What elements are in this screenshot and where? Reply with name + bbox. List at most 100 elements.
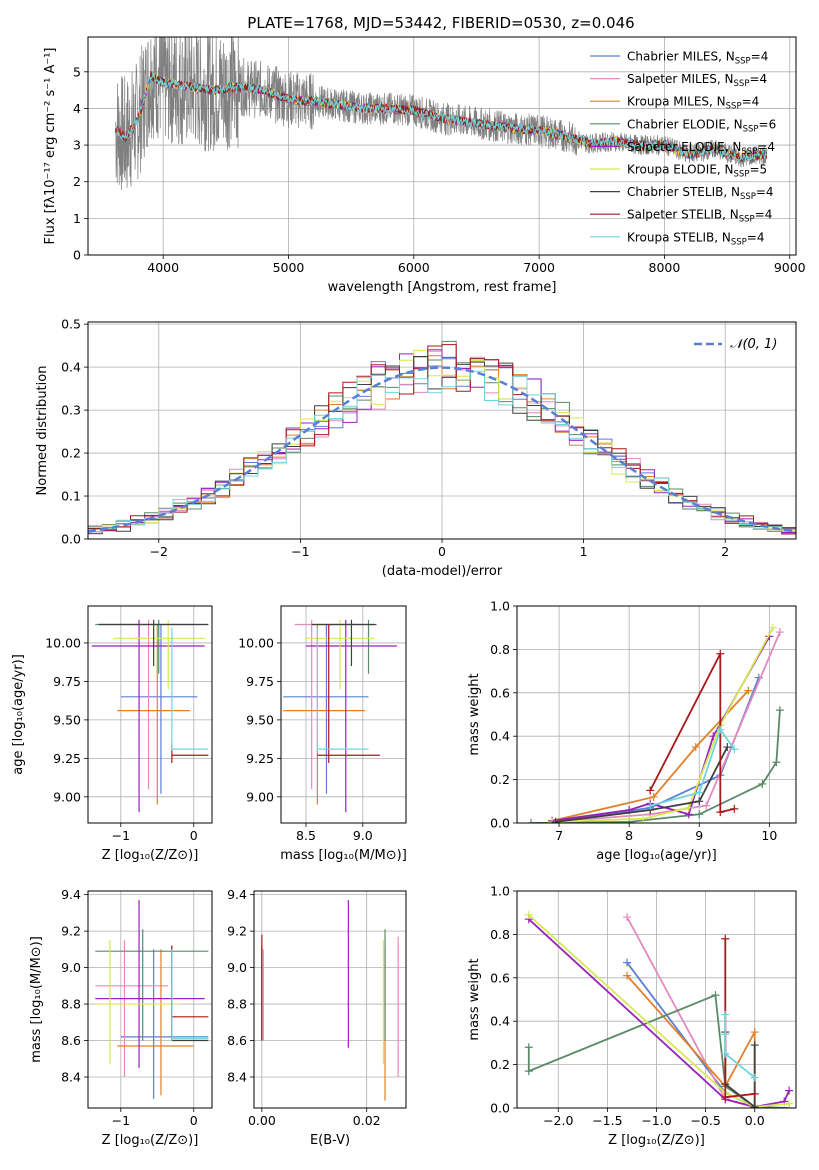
series-marker [785, 1099, 794, 1108]
series-marker [649, 792, 658, 801]
x-tick-label: 10 [761, 828, 777, 843]
point-kroupa-miles [117, 624, 191, 805]
y-tick-label: 1.0 [490, 599, 510, 614]
series-marker [721, 1030, 730, 1039]
panel-mass-vs-EBV: 0.00 0.02 8.4 8.6 8.8 9.0 9.2 9.4 E(B-V) [227, 887, 407, 1148]
series-marker [758, 779, 767, 788]
axes-frame [516, 605, 797, 824]
x-axis-label: (data-model)/error [382, 564, 503, 579]
x-tick-label: −2 [150, 544, 168, 559]
y-tick-label: 0.2 [61, 446, 81, 461]
series-marker [623, 958, 632, 967]
y-axis-label: Normed distribution [35, 366, 50, 496]
y-tick-label: 0.0 [490, 1101, 510, 1116]
y-axis-label: mass [log₁₀(M/M⊙)] [29, 936, 44, 1063]
series-marker [551, 817, 560, 823]
series-kroupa-stelib [646, 725, 739, 810]
series-marker [527, 819, 536, 823]
x-axis-label: Z [log₁₀(Z/Z⊙)] [608, 1133, 705, 1148]
y-tick-label: 3 [73, 138, 81, 153]
series-marker [695, 797, 704, 806]
series-line [528, 914, 790, 1108]
y-tick-label: 10.00 [238, 635, 274, 650]
axes-frame [87, 36, 797, 256]
tick-marks: 4000 5000 6000 7000 8000 9000 0 1 2 3 4 5 [73, 64, 806, 275]
series-marker [775, 628, 784, 637]
series-marker [785, 1086, 794, 1095]
tick-marks: −2 −1 0 1 2 0.0 0.1 0.2 0.3 0.4 0.5 [61, 317, 729, 559]
panel-age-vs-Z: −1 0 9.00 9.25 9.50 9.75 10.00 Z [log₁₀(Z/Z⊙)] a… [11, 605, 213, 863]
hist-chabrier-stelib-step [88, 356, 796, 535]
axes-frame [253, 890, 407, 1109]
series-marker [768, 623, 777, 632]
x-tick-label: 5000 [273, 260, 305, 275]
series-marker [721, 1093, 730, 1102]
y-tick-label: 8.4 [61, 1070, 81, 1085]
x-tick-label: 9000 [774, 260, 806, 275]
plot-area [283, 619, 397, 813]
y-tick-label: 9.2 [227, 924, 247, 939]
y-tick-label: 0.6 [490, 970, 510, 985]
series-marker [684, 803, 693, 812]
y-tick-label: 0.8 [490, 642, 510, 657]
x-tick-label: 9.0 [353, 828, 373, 843]
y-tick-label: 0.6 [490, 685, 510, 700]
x-axis-label: E(B-V) [310, 1133, 350, 1148]
series-marker [750, 1028, 759, 1037]
series-marker [623, 913, 632, 922]
point-salpeter-miles [95, 940, 169, 1077]
x-axis-label: Z [log₁₀(Z/Z⊙)] [102, 1133, 199, 1148]
series-line [724, 1014, 756, 1079]
series-kroupa-stelib [721, 1010, 759, 1082]
point-kroupa-stelib [171, 949, 209, 1041]
series-marker [716, 649, 725, 658]
x-tick-label: −1 [112, 1113, 130, 1128]
series-marker [524, 1043, 533, 1052]
y-tick-label: 5 [73, 64, 81, 79]
legend-entry: Chabrier MILES, NSSP=4 [627, 50, 768, 67]
y-tick-label: 9.50 [53, 712, 81, 727]
y-tick-label: 9.25 [53, 751, 81, 766]
series-salpeter-stelib [721, 934, 759, 1102]
point-salpeter-elodie [95, 900, 205, 1068]
panel-mass-vs-Z: −1 0 8.4 8.6 8.8 9.0 9.2 9.4 Z [log₁₀(Z/Z⊙)] mass… [29, 887, 213, 1148]
tick-marks: 0.00 0.02 8.4 8.6 8.8 9.0 9.2 9.4 [227, 887, 381, 1128]
legend-entry: Chabrier ELODIE, NSSP=6 [627, 117, 776, 134]
axes-frame [87, 605, 213, 824]
point-kroupa-miles [117, 949, 194, 1096]
tick-marks: 8.5 9.0 9.00 9.25 9.50 9.75 10.00 [238, 635, 373, 843]
series-marker [723, 743, 732, 752]
y-tick-label: 4 [73, 101, 81, 116]
series-line [649, 727, 736, 807]
series-marker [721, 1049, 730, 1058]
tick-marks: 7 8 9 10 0.0 0.2 0.4 0.6 0.8 1.0 [490, 599, 777, 844]
x-tick-label: −2.0 [543, 1113, 573, 1128]
gaussian-curve [88, 366, 796, 533]
x-axis-label: wavelength [Angstrom, rest frame] [328, 280, 557, 295]
series-marker [744, 686, 753, 695]
x-tick-label: 8.5 [296, 828, 316, 843]
plot-area [95, 900, 209, 1099]
y-tick-label: 9.75 [53, 674, 81, 689]
x-tick-label: −0.5 [690, 1113, 720, 1128]
y-tick-label: 0.1 [61, 489, 81, 504]
series-marker [750, 1073, 759, 1082]
plot-area [261, 900, 399, 1101]
y-tick-label: 0.3 [61, 403, 81, 418]
plot-area [115, 37, 768, 191]
series-line [530, 710, 781, 823]
y-tick-label: 9.50 [246, 712, 274, 727]
observed-spectrum-line [115, 37, 768, 191]
tick-marks: −1 0 8.4 8.6 8.8 9.0 9.2 9.4 [61, 887, 198, 1128]
series-chabrier-stelib [551, 743, 732, 823]
x-tick-label: 2 [721, 544, 729, 559]
series-marker [524, 1067, 533, 1076]
series-marker [623, 971, 632, 980]
gaussian-legend-label: 𝒩(0, 1) [730, 337, 777, 352]
legend: Chabrier MILES, NSSP=4 Salpeter MILES, NS… [590, 50, 776, 247]
point-kroupa-stelib [171, 627, 209, 751]
legend-entry: Chabrier STELIB, NSSP=4 [627, 185, 774, 202]
series-marker [695, 810, 704, 819]
legend-entry: Salpeter MILES, NSSP=4 [627, 72, 767, 89]
